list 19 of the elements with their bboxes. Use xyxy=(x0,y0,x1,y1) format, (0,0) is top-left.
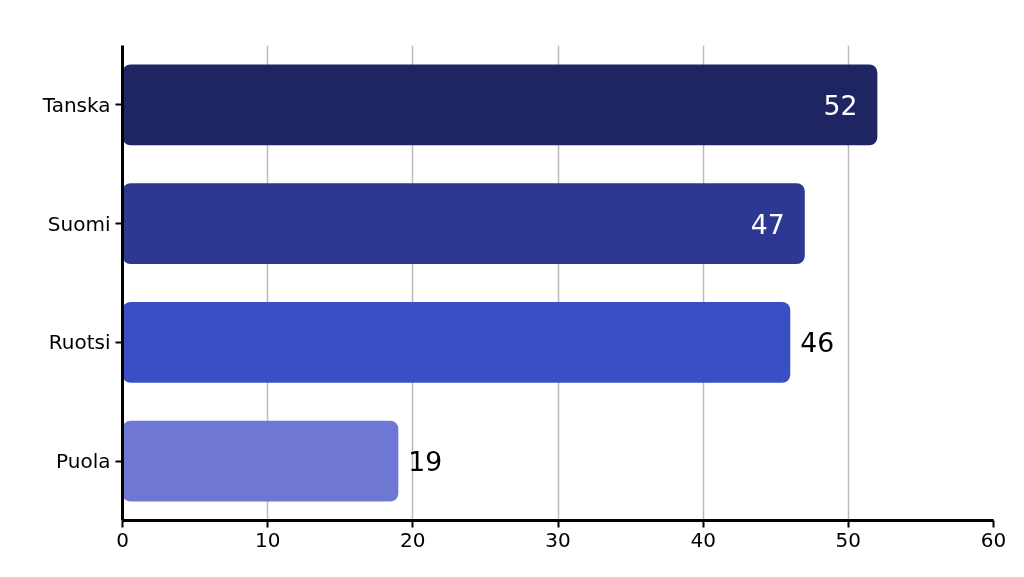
data-label: 47 xyxy=(750,208,785,240)
x-tick-label: 40 xyxy=(690,527,716,552)
y-tick-label: Tanska xyxy=(41,92,111,117)
bar xyxy=(122,183,805,264)
data-label: 46 xyxy=(800,327,835,359)
y-tick-label: Ruotsi xyxy=(48,330,111,355)
bar xyxy=(122,64,878,146)
x-tick-label: 20 xyxy=(400,527,426,552)
bar xyxy=(122,420,399,502)
data-label: 52 xyxy=(823,89,858,121)
y-tick-label: Puola xyxy=(56,449,111,474)
x-tick-label: 0 xyxy=(116,527,129,552)
data-label: 19 xyxy=(408,446,443,478)
x-tick-label: 50 xyxy=(835,527,862,552)
x-tick-label: 10 xyxy=(254,527,281,552)
bar xyxy=(122,302,791,383)
x-tick-label: 60 xyxy=(980,527,1007,552)
x-tick-label: 30 xyxy=(545,527,571,552)
y-tick-label: Suomi xyxy=(47,211,111,236)
